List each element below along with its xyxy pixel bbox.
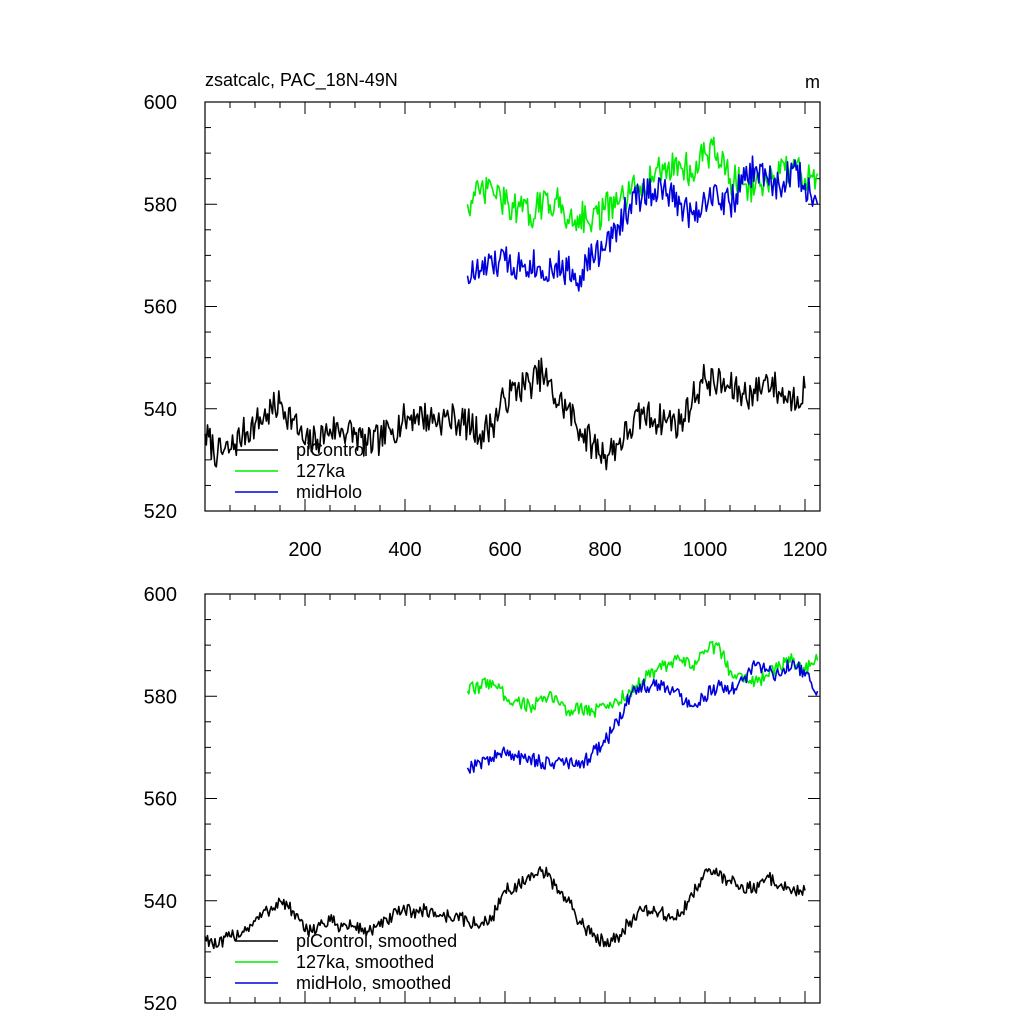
y-tick-label: 560 <box>144 789 177 811</box>
x-tick-label: 1000 <box>683 539 728 561</box>
units-label: m <box>805 72 820 92</box>
series-line-midholo <box>466 155 819 292</box>
y-tick-label: 580 <box>144 686 177 708</box>
x-tick-label: 1200 <box>783 539 828 561</box>
y-tick-label: 560 <box>144 297 177 319</box>
y-tick-label: 600 <box>144 584 177 606</box>
x-tick-label: 200 <box>288 539 321 561</box>
panel-bottom: 520 540 560 580 600 piControl, smoothed127ka,… <box>144 584 821 1015</box>
x-tick-label: 800 <box>588 539 621 561</box>
legend-label: midHolo <box>296 482 362 502</box>
x-tick-label: 600 <box>488 539 521 561</box>
series-line-127ka-smoothed <box>466 640 819 718</box>
y-tick-label: 600 <box>144 92 177 114</box>
legend-label: piControl, smoothed <box>296 931 457 951</box>
y-tick-label: 580 <box>144 194 177 216</box>
y-tick-label: 540 <box>144 399 177 421</box>
y-tick-label: 540 <box>144 891 177 913</box>
legend-label: midHolo, smoothed <box>296 973 451 993</box>
legend-label: 127ka, smoothed <box>296 952 434 972</box>
panel-top: 200 400 600 800 1000 1200 520 540 560 580 600 zsatc… <box>144 70 828 561</box>
series-line-picontrol <box>204 357 806 471</box>
chart-title: zsatcalc, PAC_18N-49N <box>205 70 398 91</box>
y-tick-label: 520 <box>144 993 177 1015</box>
series-line-midholo-smoothed <box>466 659 819 774</box>
series-line-picontrol-smoothed <box>204 866 806 950</box>
legend-label: piControl <box>296 440 368 460</box>
legend-label: 127ka <box>296 461 346 481</box>
x-tick-label: 400 <box>388 539 421 561</box>
y-tick-label: 520 <box>144 501 177 523</box>
